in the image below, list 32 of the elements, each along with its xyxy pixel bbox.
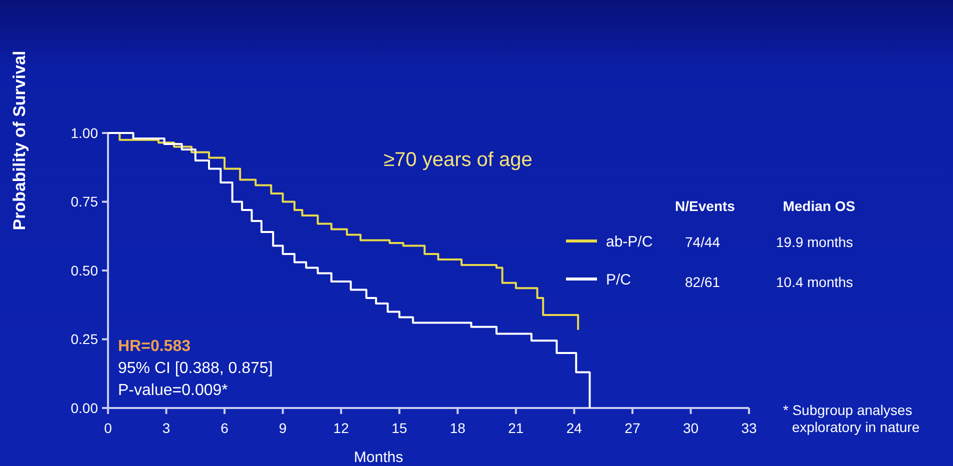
annotation: 82/61 [685, 274, 720, 290]
x-tick-label: 21 [508, 420, 524, 436]
annotation: 74/44 [685, 234, 720, 250]
annotation: 95% CI [0.388, 0.875] [118, 360, 273, 377]
text: 10.4 months [776, 274, 854, 290]
x-axis-title: Months [354, 449, 404, 466]
x-tick-label: 24 [566, 420, 582, 436]
text: Median OS [782, 198, 856, 214]
text: 19.9 months [776, 234, 854, 250]
y-tick-label: 0.50 [70, 262, 98, 278]
x-tick-label: 33 [741, 420, 757, 436]
x-tick-label: 12 [333, 420, 350, 436]
y-tick-label: 0.75 [70, 194, 98, 210]
x-tick-label: 15 [392, 420, 408, 436]
y-tick-label: 0.00 [70, 400, 98, 416]
x-tick-label: 3 [162, 420, 170, 436]
legend-label: P/C [606, 271, 632, 288]
x-tick-label: 6 [220, 420, 229, 436]
annotation: P-value=0.009* [118, 382, 228, 399]
annotation: HR=0.583 [118, 338, 191, 355]
x-tick-label: 18 [450, 420, 466, 436]
y-tick-label: 0.25 [70, 331, 98, 348]
annotation: ≥70 years of age [384, 149, 532, 171]
legend-label: ab-P/C [606, 233, 653, 250]
x-tick-label: 9 [278, 420, 287, 436]
x-tick-label: 30 [682, 420, 699, 436]
y-axis-title: Probability of Survival [10, 50, 29, 230]
x-tick-label: 27 [624, 420, 640, 436]
text: * Subgroup analyses exploratory in nature [783, 402, 920, 435]
x-tick-label: 0 [104, 420, 112, 436]
y-tick-label: 1.00 [70, 124, 98, 141]
annotation: N/Events [675, 198, 736, 214]
